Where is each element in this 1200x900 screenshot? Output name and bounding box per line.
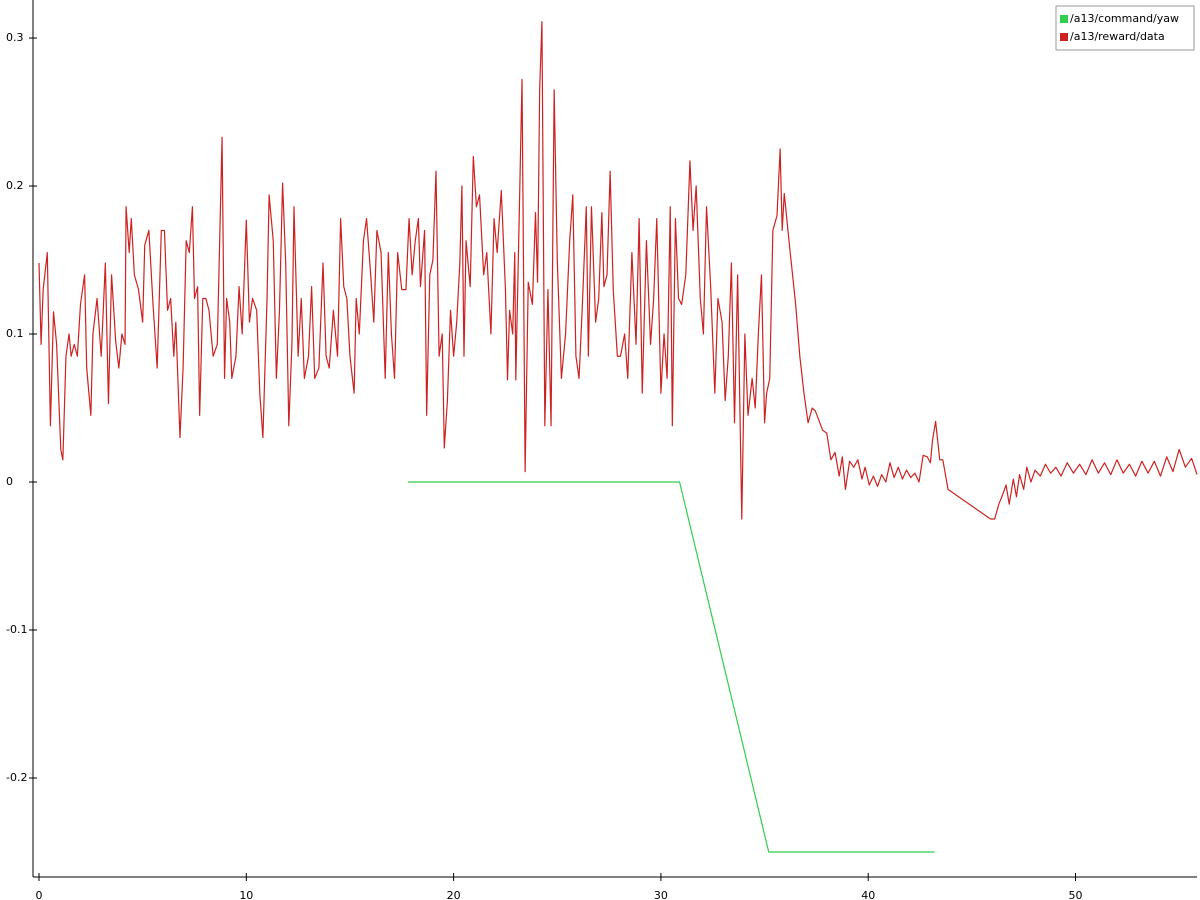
x-tick-label: 30 — [654, 889, 668, 900]
legend-swatch — [1060, 15, 1068, 23]
legend-box — [1055, 5, 1195, 51]
y-tick-label: -0.1 — [6, 623, 27, 636]
y-tick-label: 0.3 — [6, 31, 24, 44]
legend-label: /a13/reward/data — [1070, 30, 1165, 43]
x-tick-label: 20 — [447, 889, 461, 900]
y-tick-label: -0.2 — [6, 771, 27, 784]
legend-label: /a13/command/yaw — [1070, 12, 1179, 25]
x-tick-label: 50 — [1069, 889, 1083, 900]
x-tick-label: 10 — [239, 889, 253, 900]
x-tick-label: 40 — [861, 889, 875, 900]
data-line — [408, 481, 935, 853]
y-tick-label: 0.2 — [6, 179, 24, 192]
x-tick-label: 0 — [36, 889, 43, 900]
legend-swatch — [1060, 33, 1068, 41]
legend: /a13/command/yaw/a13/reward/data — [1055, 5, 1195, 51]
data-line — [38, 21, 1198, 520]
y-tick-label: 0 — [6, 475, 13, 488]
y-tick-label: 0.1 — [6, 327, 24, 340]
